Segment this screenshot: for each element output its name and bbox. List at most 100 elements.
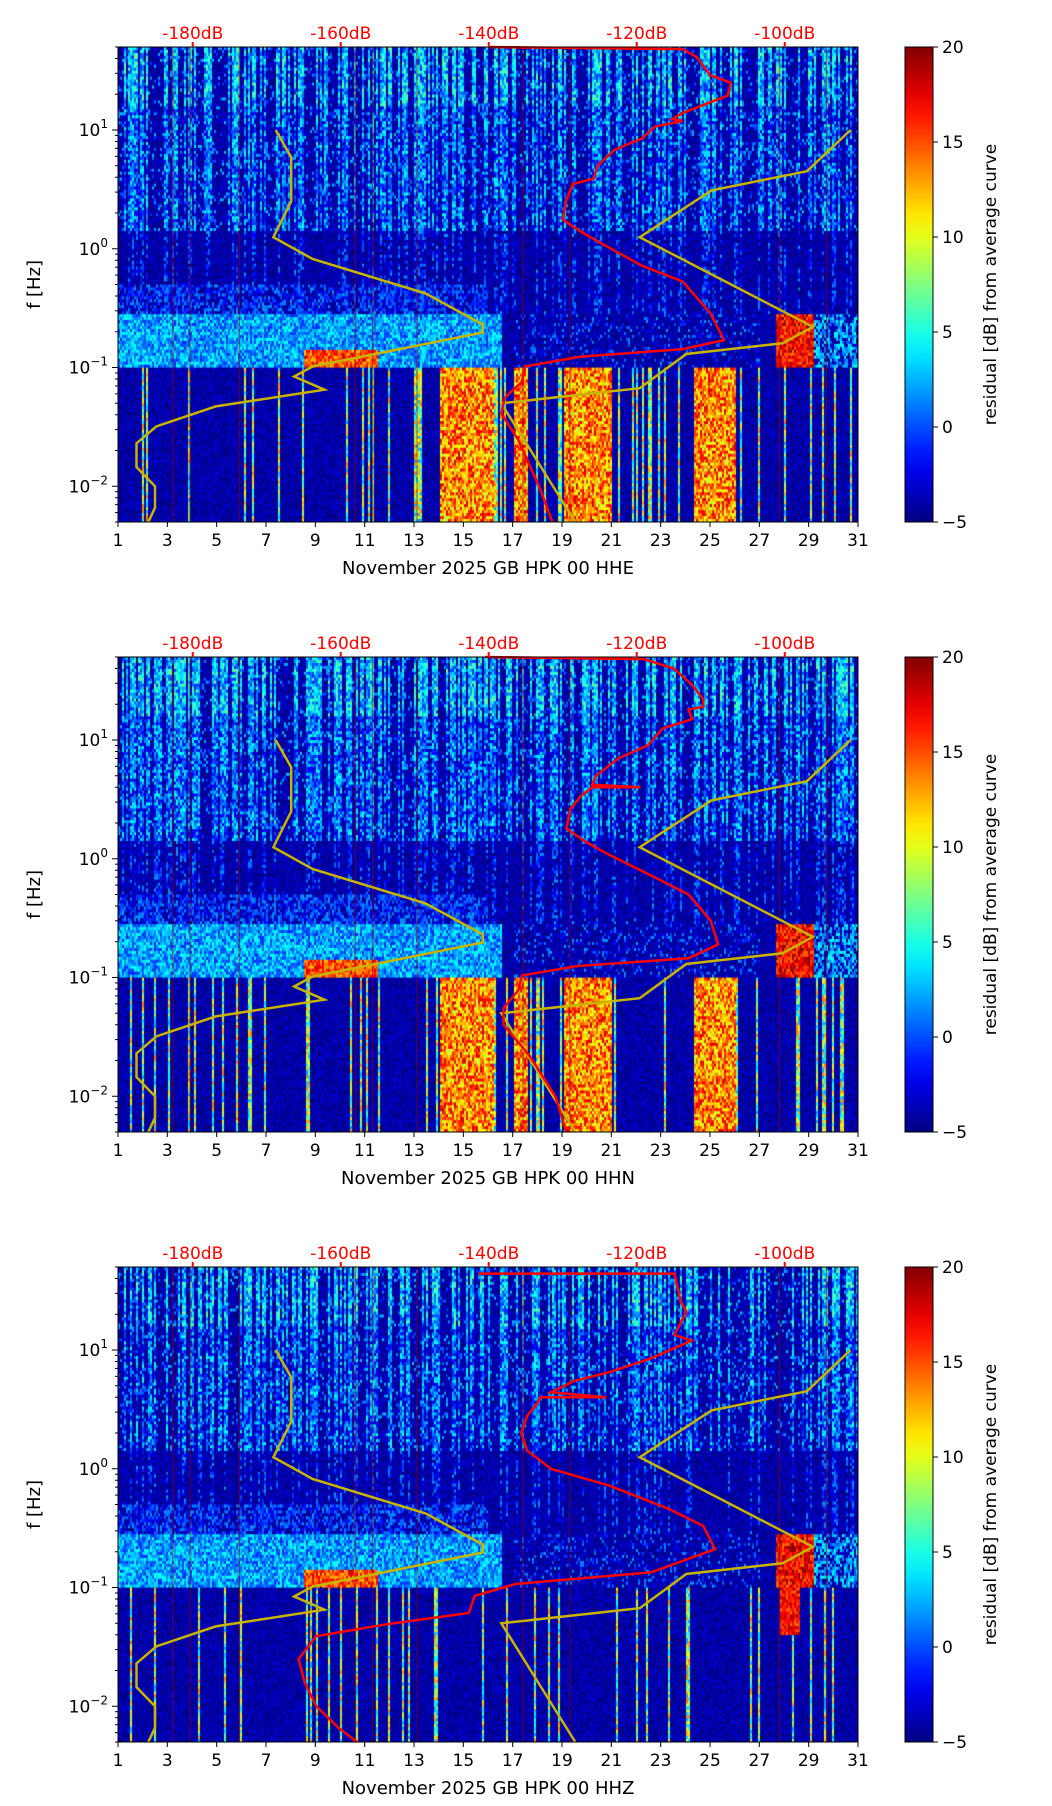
top-axis-label: -140dB (458, 634, 519, 654)
spectrogram-canvas (118, 657, 858, 1132)
colorbar-tick-label: 0 (942, 1638, 953, 1658)
top-axis-label: -180dB (162, 634, 223, 654)
x-tick-label: 27 (749, 1141, 771, 1161)
colorbar (904, 656, 934, 1133)
y-tick-label: 100 (79, 236, 108, 260)
low-noise-model-line (135, 129, 485, 523)
colorbar-tick-label: −5 (942, 1123, 967, 1143)
x-tick-label: 21 (601, 1141, 623, 1161)
y-axis-label: f [Hz] (24, 870, 45, 919)
colorbar-tick-label: 0 (942, 418, 953, 438)
y-tick-label: 10−2 (69, 473, 108, 497)
y-tick-exponent: −1 (90, 355, 108, 369)
x-tick-label: 17 (502, 1141, 524, 1161)
average-curve-line (484, 655, 720, 1133)
colorbar-tick-label: 5 (942, 1543, 953, 1563)
low-noise-model-line (135, 1349, 485, 1743)
y-tick-exponent: −2 (90, 1083, 108, 1097)
x-tick-label: 11 (354, 531, 376, 551)
y-tick-exponent: −2 (90, 1693, 108, 1707)
x-tick-label: 25 (699, 1751, 721, 1771)
top-axis-label: -180dB (162, 1244, 223, 1264)
colorbar-tick-label: 15 (942, 133, 964, 153)
x-tick-label: 7 (261, 531, 272, 551)
average-curve-line (489, 45, 733, 523)
x-tick-label: 29 (798, 1751, 820, 1771)
top-axis-label: -100dB (754, 24, 815, 44)
x-tick-label: 1 (113, 531, 124, 551)
top-axis-label: -140dB (458, 1244, 519, 1264)
y-tick-label: 100 (79, 1456, 108, 1480)
x-axis-label: November 2025 GB HPK 00 HHE (342, 558, 634, 579)
x-tick-label: 5 (211, 1751, 222, 1771)
colorbar-tick-label: 5 (942, 933, 953, 953)
x-tick-label: 29 (798, 531, 820, 551)
y-tick-label: 101 (79, 117, 108, 141)
top-axis-label: -160dB (310, 1244, 371, 1264)
x-tick-label: 15 (453, 1141, 475, 1161)
y-tick-exponent: −2 (90, 473, 108, 487)
x-tick-label: 5 (211, 1141, 222, 1161)
y-tick-base: 10 (69, 477, 91, 497)
colorbar-tick-label: 0 (942, 1028, 953, 1048)
x-tick-label: 27 (749, 1751, 771, 1771)
y-tick-label: 10−1 (69, 965, 108, 989)
x-axis-label: November 2025 GB HPK 00 HHZ (342, 1778, 635, 1799)
y-tick-exponent: 1 (100, 117, 108, 131)
top-axis-label: -160dB (310, 634, 371, 654)
x-tick-label: 9 (310, 1751, 321, 1771)
colorbar-tick-label: 20 (942, 38, 964, 58)
x-tick-label: 9 (310, 531, 321, 551)
y-tick-label: 100 (79, 846, 108, 870)
x-tick-label: 23 (650, 1751, 672, 1771)
y-tick-base: 10 (79, 121, 101, 141)
y-tick-base: 10 (79, 731, 101, 751)
y-tick-label: 10−1 (69, 355, 108, 379)
colorbar-tick-label: 15 (942, 1353, 964, 1373)
x-tick-label: 31 (847, 1141, 869, 1161)
top-axis-label: -160dB (310, 24, 371, 44)
x-tick-label: 27 (749, 531, 771, 551)
colorbar-tick-label: 10 (942, 228, 964, 248)
y-tick-label: 101 (79, 1337, 108, 1361)
x-tick-label: 23 (650, 531, 672, 551)
x-axis-label: November 2025 GB HPK 00 HHN (341, 1168, 635, 1189)
x-tick-label: 1 (113, 1141, 124, 1161)
x-tick-label: 29 (798, 1141, 820, 1161)
x-tick-label: 3 (162, 531, 173, 551)
x-tick-label: 1 (113, 1751, 124, 1771)
top-axis-label: -180dB (162, 24, 223, 44)
high-noise-model-line (499, 739, 852, 1133)
x-tick-label: 19 (551, 1751, 573, 1771)
y-tick-exponent: 0 (100, 846, 108, 860)
average-curve-line (297, 1272, 717, 1743)
x-tick-label: 3 (162, 1141, 173, 1161)
top-axis-label: -100dB (754, 1244, 815, 1264)
colorbar-label: residual [dB] from average curve (981, 144, 1001, 425)
colorbar-tick-label: 20 (942, 1258, 964, 1278)
y-tick-exponent: −1 (90, 965, 108, 979)
top-axis-label: -120dB (606, 1244, 667, 1264)
y-axis-label: f [Hz] (24, 1480, 45, 1529)
x-tick-label: 15 (453, 1751, 475, 1771)
x-tick-label: 13 (403, 1751, 425, 1771)
x-tick-label: 21 (601, 1751, 623, 1771)
spectrogram-canvas (118, 47, 858, 522)
y-tick-base: 10 (69, 1579, 91, 1599)
x-tick-label: 17 (502, 1751, 524, 1771)
y-tick-exponent: 0 (100, 236, 108, 250)
top-axis-label: -100dB (754, 634, 815, 654)
spectrogram-heatmap (118, 47, 858, 522)
y-tick-base: 10 (69, 1087, 91, 1107)
x-tick-label: 21 (601, 531, 623, 551)
y-tick-label: 10−1 (69, 1575, 108, 1599)
spectrogram-canvas (118, 1267, 858, 1742)
colorbar (904, 46, 934, 523)
y-tick-base: 10 (69, 359, 91, 379)
colorbar-tick-label: −5 (942, 513, 967, 533)
colorbar-tick-label: 20 (942, 648, 964, 668)
